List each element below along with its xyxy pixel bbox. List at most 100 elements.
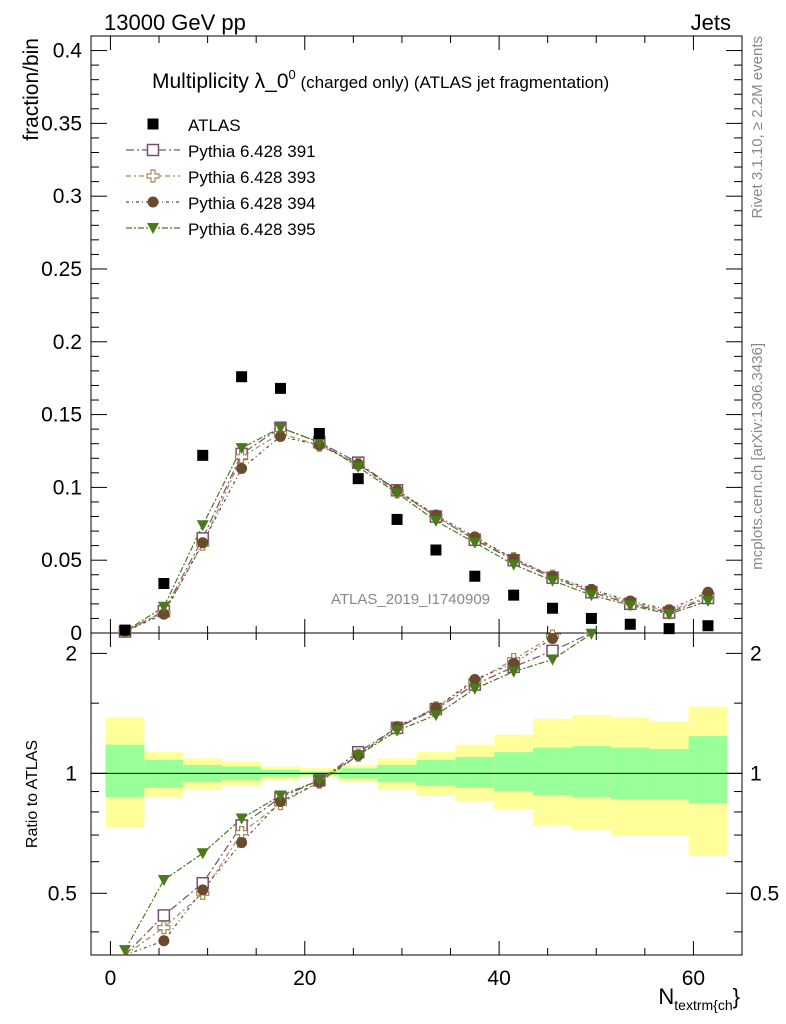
ratio-series-point: [157, 921, 171, 935]
ratio-y-tick-label: 1: [65, 762, 77, 785]
data-point-square: [585, 612, 597, 624]
band-inner-bin: [494, 752, 534, 792]
chart-title-main: Multiplicity λ_0: [152, 70, 289, 93]
atlas-data-point: [119, 624, 131, 636]
series-line: [124, 435, 709, 633]
series-point: [546, 575, 559, 587]
ratio-series-point: [507, 666, 520, 678]
y-tick-label: 0.4: [53, 40, 83, 63]
ratio-y-tick-label: 0.5: [750, 882, 779, 905]
marker-filled-triangle: [313, 437, 326, 449]
data-point-square: [624, 618, 636, 630]
marker-filled-triangle: [701, 595, 714, 607]
band-inner-bin: [144, 760, 184, 788]
marker-filled-triangle: [147, 223, 159, 234]
legend-marker: [146, 169, 160, 183]
marker-filled-triangle: [196, 848, 209, 860]
band-inner-bin: [571, 746, 611, 798]
series-point: [274, 430, 286, 442]
marker-filled-circle: [702, 586, 714, 598]
x-axis-label-sub: textrm{ch: [674, 997, 732, 1013]
band-inner-bin: [455, 756, 495, 788]
marker-filled-triangle: [119, 945, 132, 957]
legend-label-atlas: ATLAS: [188, 116, 241, 135]
series-point: [235, 450, 249, 464]
series-point: [235, 443, 248, 455]
data-point-square: [197, 449, 209, 461]
marker-filled-triangle: [429, 710, 442, 722]
marker-filled-triangle: [507, 559, 520, 571]
y-axis-label: fraction/bin: [20, 38, 43, 141]
series-line: [124, 427, 709, 633]
y-tick-label: 0.3: [53, 185, 82, 208]
marker-filled-triangle: [313, 775, 326, 787]
series-point: [702, 586, 714, 598]
atlas-data-point: [547, 602, 559, 614]
legend-label: Pythia 6.428 394: [188, 194, 316, 213]
x-tick-label: 40: [487, 967, 510, 990]
marker-filled-circle: [469, 673, 481, 685]
marker-filled-circle: [274, 430, 286, 442]
series-point: [701, 595, 714, 607]
band-inner-bin: [688, 736, 728, 804]
ratio-plot-frame: [90, 632, 743, 956]
atlas-data-point: [313, 428, 325, 440]
ratio-y-tick-label: 1: [750, 762, 762, 785]
series-point: [236, 462, 248, 474]
marker-filled-triangle: [507, 666, 520, 678]
marker-filled-triangle: [624, 600, 637, 612]
atlas-data-point: [274, 382, 286, 394]
series-point: [585, 590, 598, 602]
marker-filled-triangle: [157, 874, 170, 886]
band-inner-bin: [649, 749, 689, 800]
data-point-square: [313, 428, 325, 440]
series-point: [274, 422, 287, 434]
marker-filled-circle: [197, 884, 209, 896]
data-point-square: [391, 513, 403, 525]
legend: ATLAS Pythia 6.428 391 Pythia 6.428 393 Pyt…: [126, 116, 316, 239]
marker-filled-triangle: [391, 488, 404, 500]
data-point-square: [469, 570, 481, 582]
x-tick-label: 0: [105, 967, 117, 990]
ratio-series-point: [119, 945, 132, 957]
legend-label: Pythia 6.428 395: [188, 220, 316, 239]
ratio-series-point: [157, 909, 171, 922]
legend-marker: [147, 196, 159, 208]
data-point-square: [547, 602, 559, 614]
series-point: [468, 537, 481, 549]
ratio-series-line: [124, 632, 593, 951]
marker-filled-circle: [158, 608, 170, 620]
marker-filled-triangle: [391, 725, 404, 737]
marker-open-cross: [235, 450, 249, 464]
header-left: 13000 GeV pp: [104, 10, 246, 35]
marker-filled-triangle: [468, 537, 481, 549]
y-tick-label: 0.15: [41, 404, 82, 427]
x-axis-label: Ntextrm{ch}: [658, 984, 740, 1013]
atlas-data-point: [430, 544, 442, 556]
x-tick-label: 60: [682, 967, 705, 990]
y-tick-label: 0.2: [53, 331, 82, 354]
y-tick-label: 0.05: [41, 549, 82, 572]
chart-title: Multiplicity λ_00 (charged only) (ATLAS …: [152, 67, 609, 93]
ratio-series-point: [158, 935, 170, 947]
data-point-square: [663, 623, 675, 635]
data-point-square: [508, 589, 520, 601]
ratio-series-point: [508, 657, 520, 669]
x-axis-label-close: }: [733, 984, 740, 1009]
main-series-markers: [118, 371, 715, 639]
legend-label: Pythia 6.428 391: [188, 142, 316, 161]
ratio-series-point: [585, 628, 598, 640]
marker-open-square: [157, 909, 171, 922]
marker-filled-triangle: [274, 422, 287, 434]
data-point-square: [430, 544, 442, 556]
marker-open-cross: [146, 169, 160, 183]
mcplots-text: mcplots.cern.ch [arXiv:1306.3436]: [749, 343, 766, 570]
y-tick-label: 0.1: [53, 476, 82, 499]
data-point-square: [236, 371, 248, 383]
data-point-square: [274, 382, 286, 394]
marker-filled-triangle: [352, 462, 365, 474]
series-line: [124, 432, 709, 633]
ratio-series-point: [313, 775, 326, 787]
rivet-version-text: Rivet 3.1.10, ≥ 2.2M events: [749, 36, 766, 219]
